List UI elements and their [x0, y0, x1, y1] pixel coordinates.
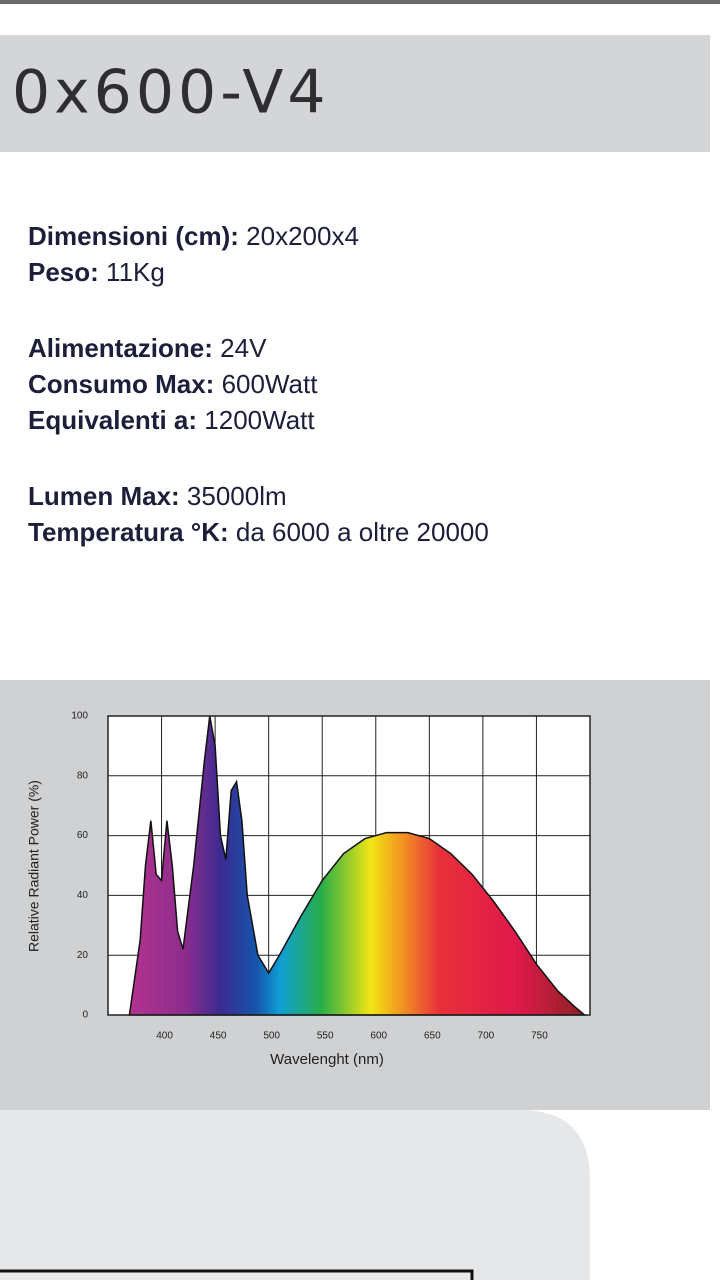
- spec-line: Lumen Max: 35000lm: [28, 481, 287, 511]
- y-tick-label: 80: [77, 770, 89, 781]
- x-tick-label: 550: [317, 1031, 334, 1042]
- y-tick-label: 100: [71, 711, 88, 722]
- title-band: [0, 35, 710, 152]
- x-tick-label: 750: [531, 1031, 548, 1042]
- specs: Dimensioni (cm): 20x200x4 Peso: 11Kg Alime…: [28, 221, 489, 547]
- y-tick-label: 0: [82, 1010, 88, 1021]
- chart: 0 20 40 60 80 100 400 450 500 550 600 650 700 750 Wave…: [26, 711, 590, 1068]
- spectrum-area: [128, 715, 587, 1016]
- plot-frame: [107, 715, 591, 1016]
- spec-label: Alimentazione:: [28, 333, 213, 363]
- spec-label: Equivalenti a:: [28, 405, 197, 435]
- spec-line: Equivalenti a: 1200Watt: [28, 405, 315, 435]
- y-tick-label: 60: [77, 830, 89, 841]
- spec-value: 11Kg: [106, 257, 165, 287]
- top-border: [0, 0, 720, 4]
- spec-value: 35000lm: [187, 481, 287, 511]
- y-axis-label: Relative Radiant Power (%): [26, 780, 42, 952]
- title: 0x600-V4: [12, 58, 330, 128]
- spec-label: Dimensioni (cm):: [28, 221, 239, 251]
- spec-line: Consumo Max: 600Watt: [28, 369, 318, 399]
- spec-label: Peso:: [28, 257, 99, 287]
- spec-line: Alimentazione: 24V: [28, 333, 267, 363]
- x-tick-label: 650: [424, 1031, 441, 1042]
- x-tick-label: 700: [478, 1031, 495, 1042]
- spec-value: 24V: [220, 333, 267, 363]
- x-tick-label: 400: [156, 1031, 173, 1042]
- x-axis-label: Wavelenght (nm): [270, 1051, 384, 1068]
- spec-value: 1200Watt: [204, 405, 315, 435]
- x-tick-label: 450: [210, 1031, 227, 1042]
- spec-line: Peso: 11Kg: [28, 257, 165, 287]
- x-tick-label: 600: [370, 1031, 387, 1042]
- spec-value: 20x200x4: [246, 221, 359, 251]
- y-tick-label: 20: [77, 950, 89, 961]
- spec-value: da 6000 a oltre 20000: [236, 517, 489, 547]
- spec-label: Consumo Max:: [28, 369, 214, 399]
- lower-panel: [0, 1110, 590, 1280]
- spec-value: 600Watt: [222, 369, 319, 399]
- y-tick-label: 40: [77, 890, 89, 901]
- x-tick-label: 500: [263, 1031, 280, 1042]
- spec-label: Lumen Max:: [28, 481, 180, 511]
- spec-line: Temperatura °K: da 6000 a oltre 20000: [28, 517, 489, 547]
- spec-line: Dimensioni (cm): 20x200x4: [28, 221, 359, 251]
- spec-label: Temperatura °K:: [28, 517, 229, 547]
